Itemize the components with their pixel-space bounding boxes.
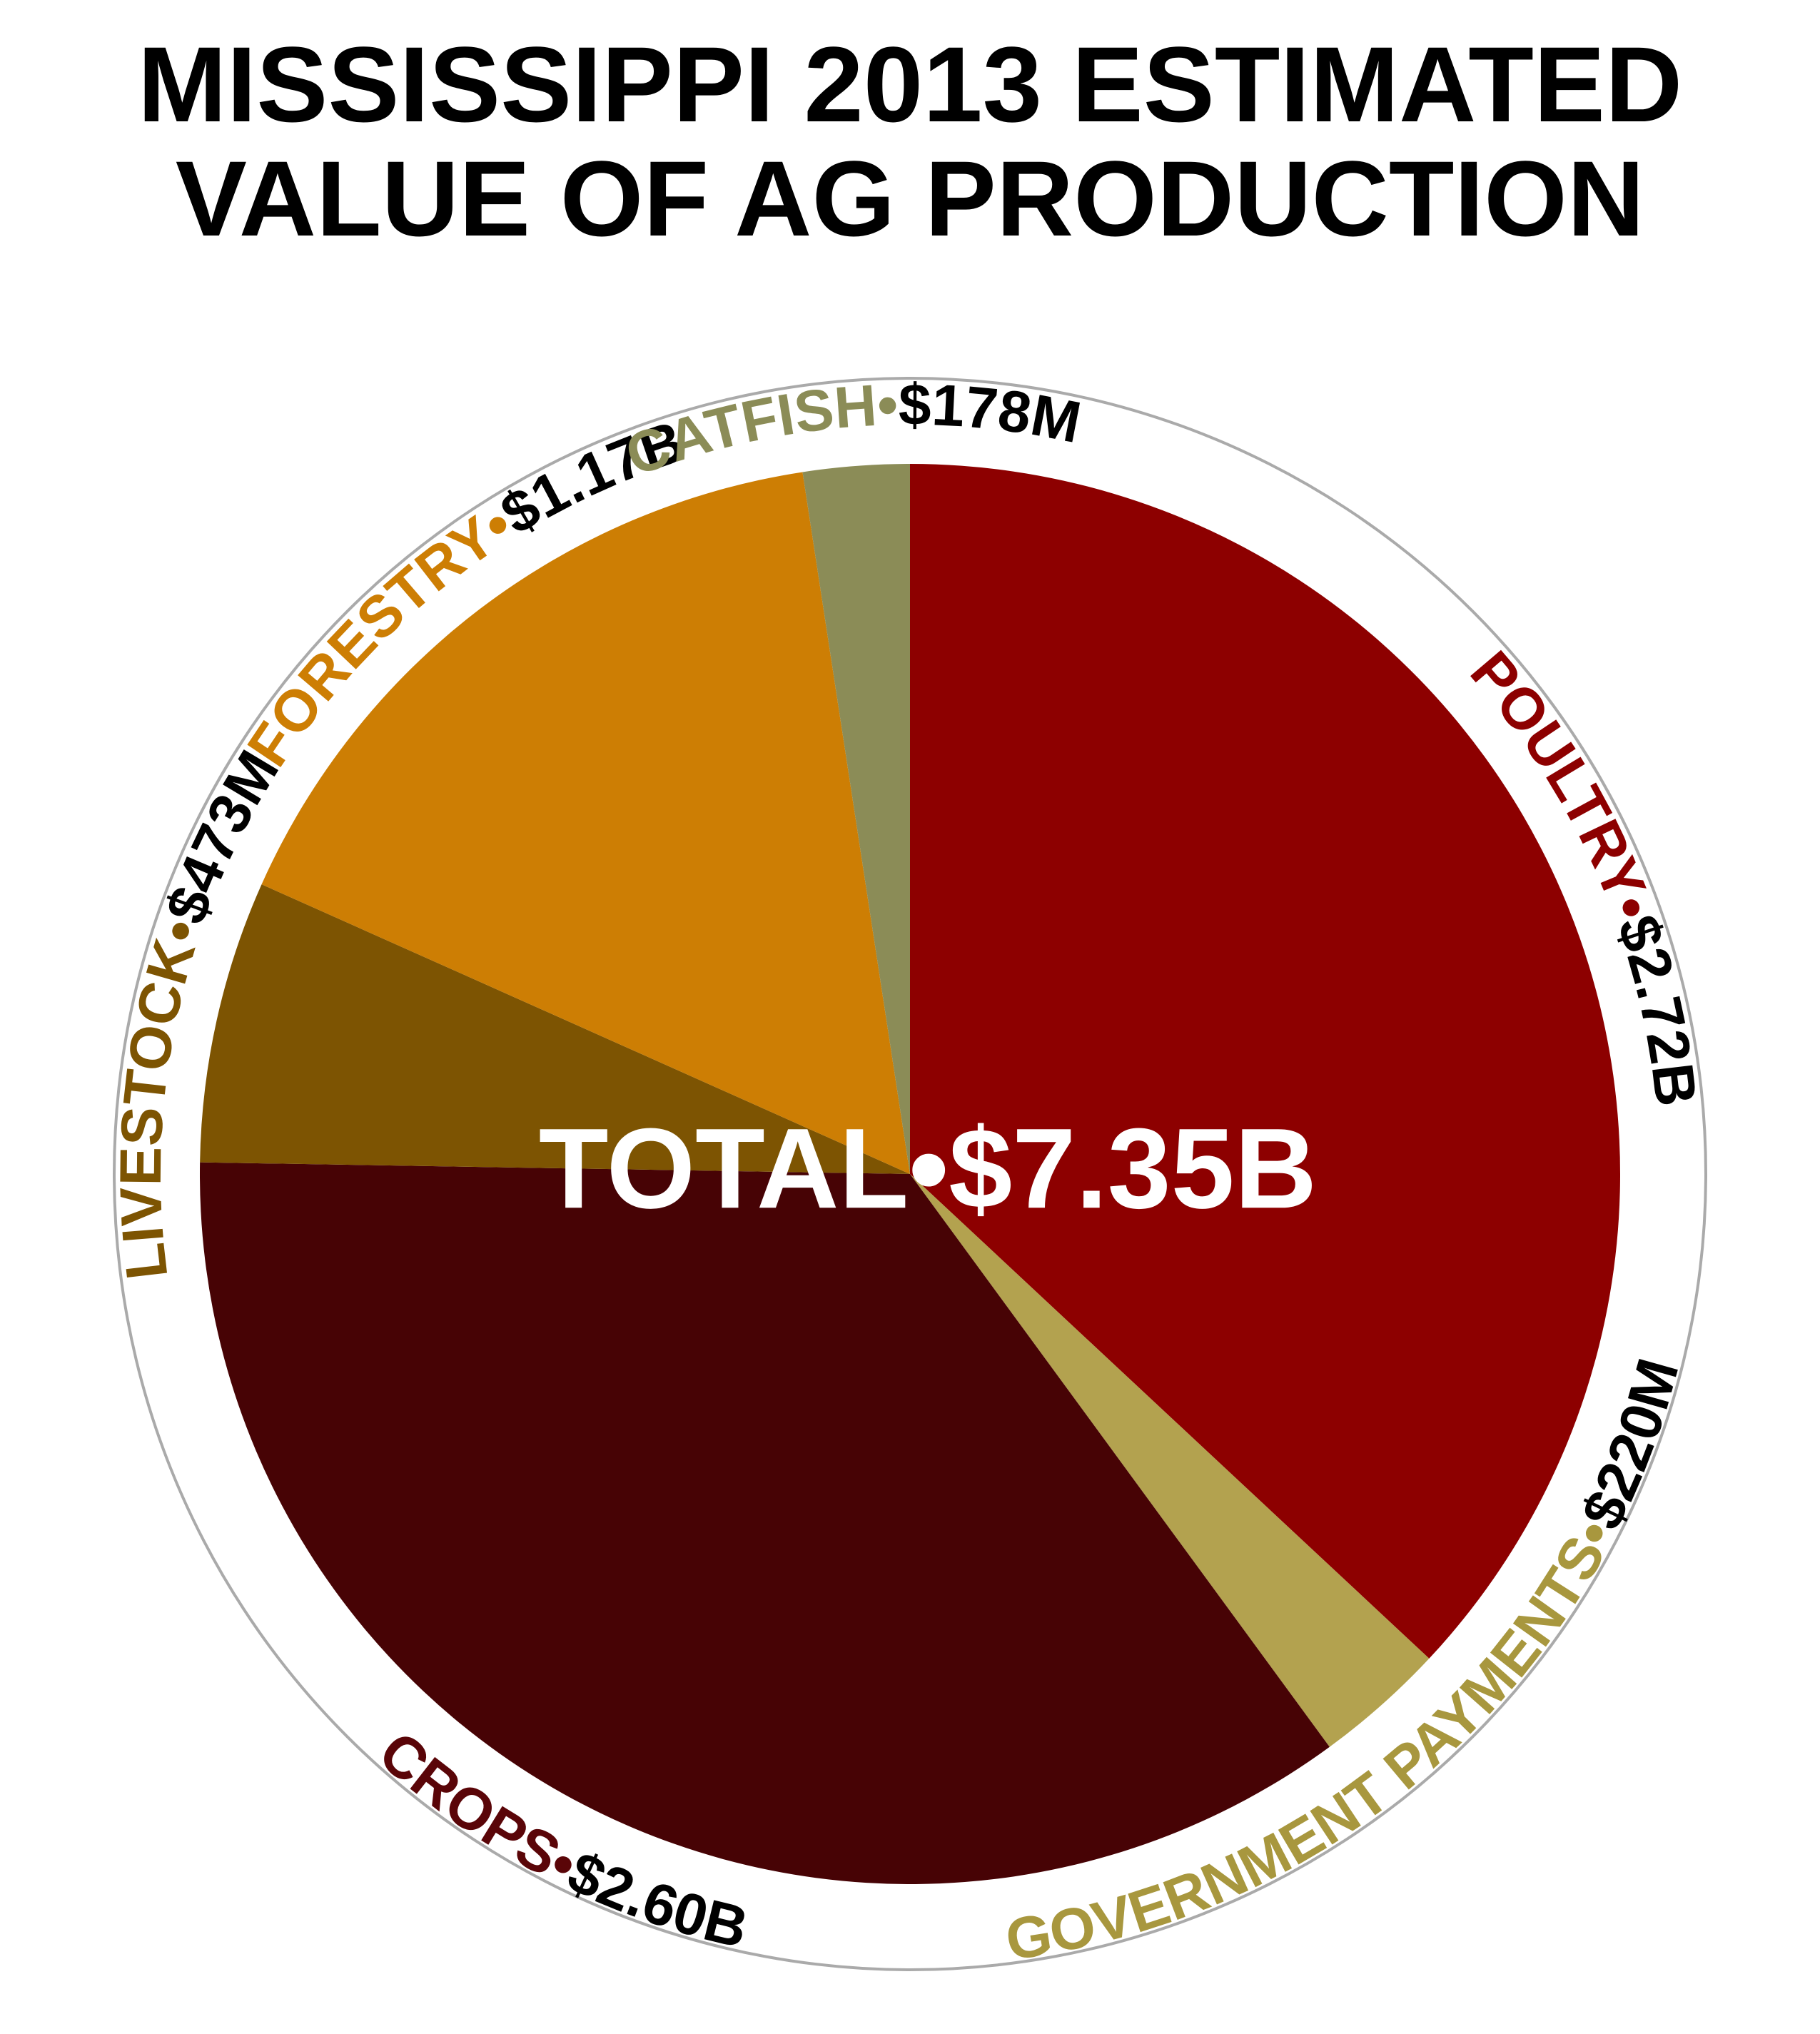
slice-value-text: $178M [899, 373, 1086, 455]
pie-slice-poultry [910, 464, 1621, 1659]
pie-slice-forestry [261, 472, 910, 1174]
pie-slice-government-payments [910, 1174, 1430, 1747]
pie-slice-crops [199, 1162, 1330, 1885]
outer-ring [113, 377, 1707, 1971]
pie-slice-catfish [802, 464, 910, 1174]
chart-title-line-2: VALUE OF AG PRODUCTION [176, 138, 1644, 258]
slice-value-text: $2.72B [1604, 908, 1709, 1110]
slice-category-text: LIVESTOCK• [108, 911, 215, 1282]
chart-title-line-1: MISSISSIPPI 2013 ESTIMATED [138, 24, 1683, 144]
pie-slices [199, 464, 1621, 1885]
center-total-label: TOTAL•$7.35B [539, 1104, 1317, 1232]
pie-slice-livestock [200, 884, 910, 1174]
